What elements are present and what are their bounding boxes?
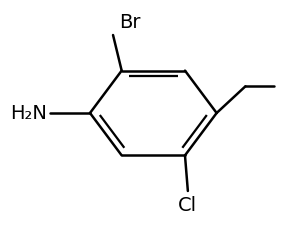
Text: Cl: Cl xyxy=(178,195,197,215)
Text: Br: Br xyxy=(119,12,140,32)
Text: H₂N: H₂N xyxy=(10,104,47,123)
